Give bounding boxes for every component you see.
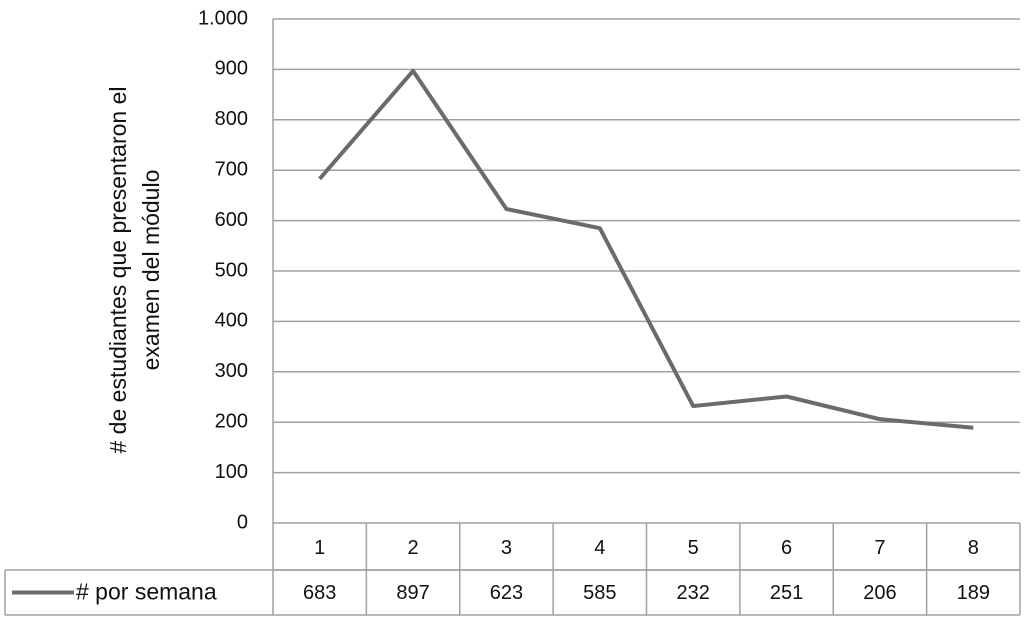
table-value: 206 <box>863 582 896 604</box>
y-tick-label: 400 <box>215 310 248 332</box>
y-tick-label: 500 <box>215 259 248 281</box>
y-tick-label: 300 <box>215 360 248 382</box>
table-value: 683 <box>303 582 336 604</box>
table-value: 623 <box>490 582 523 604</box>
x-tick-label: 7 <box>874 537 885 559</box>
y-tick-label: 600 <box>215 209 248 231</box>
x-tick-label: 1 <box>314 537 325 559</box>
table-value: 251 <box>770 582 803 604</box>
x-tick-label: 4 <box>594 537 605 559</box>
x-tick-label: 8 <box>968 537 979 559</box>
table-value: 585 <box>583 582 616 604</box>
y-tick-label: 0 <box>237 511 248 533</box>
y-axis-label: # de estudiantes que presentaron el <box>105 87 131 454</box>
x-tick-label: 6 <box>781 537 792 559</box>
line <box>318 68 974 430</box>
x-tick-label: 5 <box>688 537 699 559</box>
y-tick-label: 800 <box>215 108 248 130</box>
table-value: 189 <box>957 582 990 604</box>
x-tick-label: 3 <box>501 537 512 559</box>
table-value: 232 <box>677 582 710 604</box>
x-tick-label: 2 <box>408 537 419 559</box>
y-tick-label: 700 <box>215 158 248 180</box>
y-tick-label: 1.000 <box>198 7 248 29</box>
y-tick-label: 100 <box>215 461 248 483</box>
y-axis-label: examen del módulo <box>138 170 164 371</box>
y-tick-label: 900 <box>215 58 248 80</box>
legend-label: # por semana <box>76 579 217 605</box>
table-value: 897 <box>396 582 429 604</box>
y-tick-label: 200 <box>215 410 248 432</box>
